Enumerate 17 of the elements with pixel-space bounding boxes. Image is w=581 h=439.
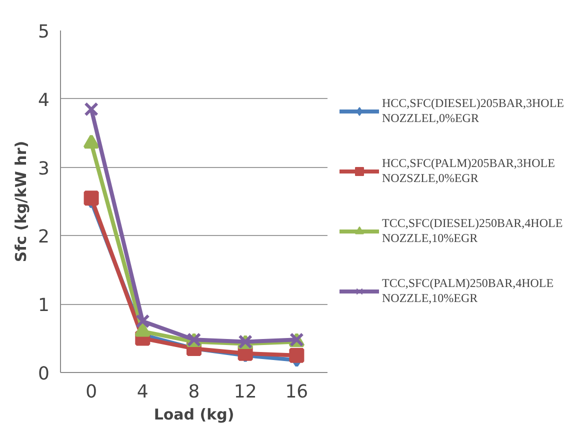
x-tick-label: 12	[234, 382, 257, 402]
y-tick-label: 1	[38, 295, 50, 316]
x-tick-label: 0	[86, 382, 98, 402]
y-tick-label: 4	[38, 90, 50, 111]
y-axis-title: Sfc (kg/kW hr)	[12, 140, 30, 262]
x-tick-label: 16	[285, 382, 308, 402]
y-tick-label: 3	[38, 158, 50, 180]
y-tick-label: 0	[38, 364, 50, 384]
x-tick-label: 8	[188, 382, 200, 402]
y-tick-label: 2	[38, 226, 50, 248]
legend-label: HCC,SFC(PALM)205BAR,3HOLE NOZSZLE,0%EGR	[382, 156, 555, 186]
legend-label: HCC,SFC(DIESEL)205BAR,3HOLE NOZZLEL,0%EGR	[382, 96, 564, 126]
x-axis-title: Load (kg)	[154, 406, 234, 424]
y-tick-label: 5	[38, 22, 50, 42]
legend-label: TCC,SFC(DIESEL)250BAR,4HOLE NOZZLE,10%EGR	[382, 216, 563, 246]
x-tick-label: 4	[136, 382, 148, 402]
legend-label: TCC,SFC(PALM)250BAR,4HOLE NOZZLE,10%EGR	[382, 276, 554, 306]
